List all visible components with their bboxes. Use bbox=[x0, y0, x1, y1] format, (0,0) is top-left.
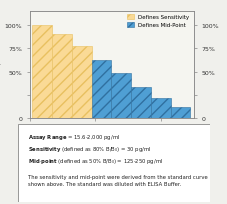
Bar bbox=[52, 35, 72, 118]
Bar bbox=[72, 46, 91, 118]
Text: $\bf{Assay\ Range}$ = 15.6-2,000 pg/ml
$\bf{Sensitivity}$ (defined as 80% B/B₀) : $\bf{Assay\ Range}$ = 15.6-2,000 pg/ml $… bbox=[28, 132, 207, 186]
Bar bbox=[131, 88, 150, 118]
Bar bbox=[91, 60, 111, 118]
Legend: Defines Sensitivity, Defines Mid-Point: Defines Sensitivity, Defines Mid-Point bbox=[125, 13, 190, 30]
Bar bbox=[150, 99, 170, 118]
Bar bbox=[170, 107, 190, 118]
Bar bbox=[32, 26, 52, 118]
FancyBboxPatch shape bbox=[18, 124, 209, 202]
Bar bbox=[111, 74, 131, 118]
X-axis label: Prostaglandin (pg/mL): Prostaglandin (pg/mL) bbox=[77, 134, 146, 139]
Y-axis label: % B/B₀: % B/B₀ bbox=[0, 55, 2, 76]
